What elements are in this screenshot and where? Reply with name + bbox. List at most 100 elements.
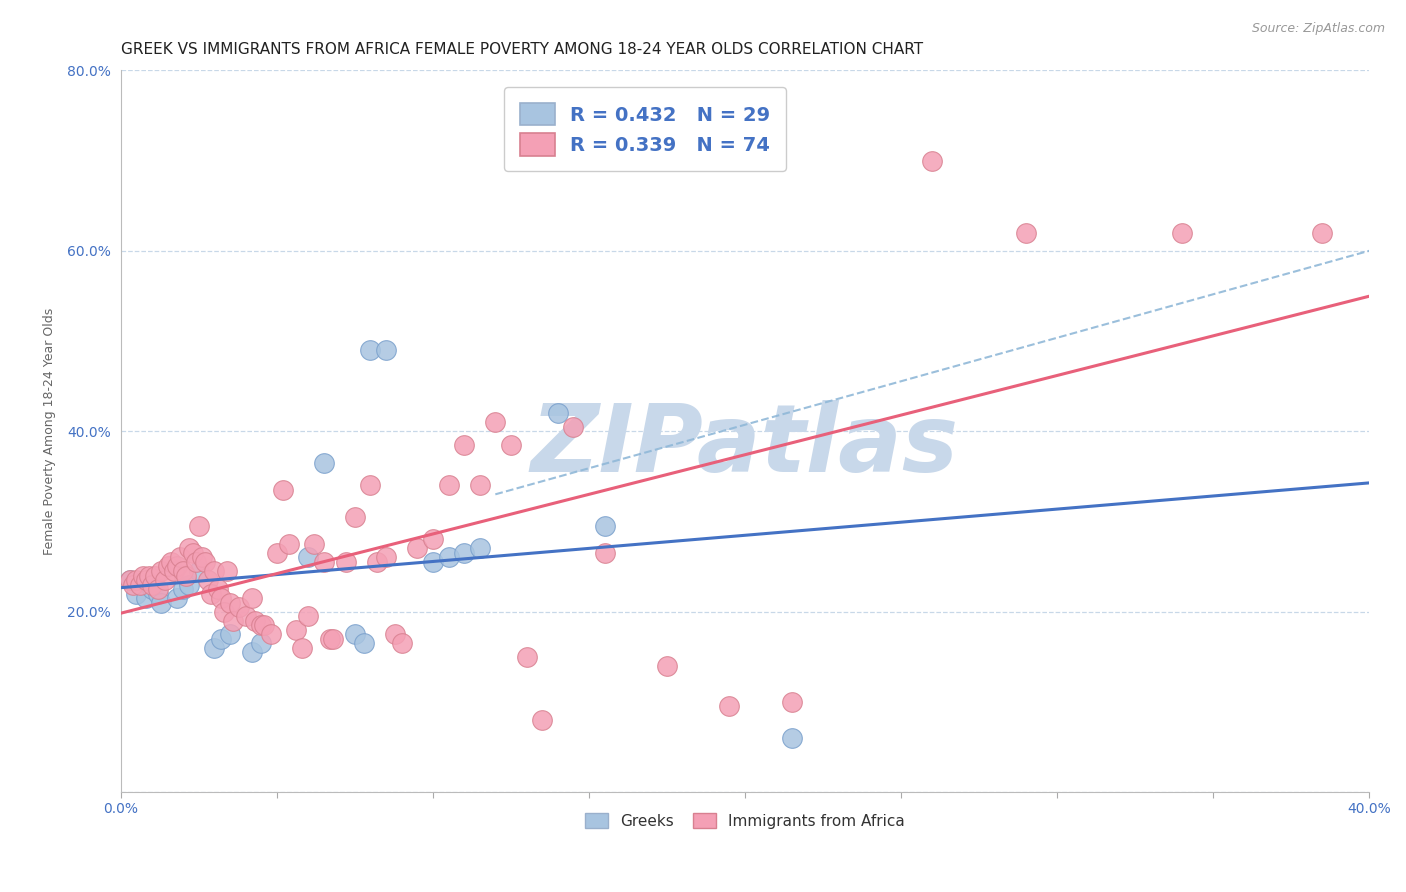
Point — [141, 577, 163, 591]
Point — [166, 559, 188, 574]
Point — [240, 645, 263, 659]
Point — [135, 573, 157, 587]
Point — [284, 623, 307, 637]
Point — [125, 573, 148, 587]
Point — [120, 573, 142, 587]
Point — [253, 618, 276, 632]
Point — [319, 632, 342, 646]
Y-axis label: Female Poverty Among 18-24 Year Olds: Female Poverty Among 18-24 Year Olds — [44, 308, 56, 555]
Point — [131, 568, 153, 582]
Point — [191, 550, 214, 565]
Point — [1171, 226, 1194, 240]
Point — [148, 582, 170, 596]
Point — [562, 419, 585, 434]
Point — [531, 713, 554, 727]
Text: ZIPatlas: ZIPatlas — [531, 400, 959, 491]
Point — [468, 541, 491, 556]
Point — [166, 591, 188, 605]
Point — [384, 627, 406, 641]
Point — [228, 600, 250, 615]
Point — [222, 614, 245, 628]
Point — [207, 582, 229, 596]
Text: GREEK VS IMMIGRANTS FROM AFRICA FEMALE POVERTY AMONG 18-24 YEAR OLDS CORRELATION: GREEK VS IMMIGRANTS FROM AFRICA FEMALE P… — [121, 42, 922, 57]
Point — [212, 605, 235, 619]
Point — [655, 658, 678, 673]
Point — [375, 343, 398, 357]
Point — [304, 537, 326, 551]
Point — [499, 438, 522, 452]
Point — [235, 609, 257, 624]
Point — [593, 519, 616, 533]
Point — [148, 586, 170, 600]
Point — [312, 456, 335, 470]
Point — [422, 555, 444, 569]
Point — [353, 636, 375, 650]
Point — [453, 546, 475, 560]
Point — [219, 596, 242, 610]
Point — [322, 632, 344, 646]
Point — [343, 627, 366, 641]
Point — [515, 649, 537, 664]
Point — [143, 568, 166, 582]
Point — [453, 438, 475, 452]
Point — [184, 555, 207, 569]
Point — [375, 550, 398, 565]
Point — [366, 555, 388, 569]
Point — [1015, 226, 1038, 240]
Point — [335, 555, 357, 569]
Point — [153, 573, 176, 587]
Point — [780, 731, 803, 745]
Point — [219, 627, 242, 641]
Point — [172, 582, 194, 596]
Point — [1310, 226, 1333, 240]
Point — [422, 533, 444, 547]
Point — [343, 509, 366, 524]
Point — [297, 609, 319, 624]
Point — [135, 591, 157, 605]
Point — [437, 550, 460, 565]
Point — [209, 591, 232, 605]
Point — [391, 636, 413, 650]
Point — [209, 632, 232, 646]
Point — [437, 478, 460, 492]
Point — [176, 568, 198, 582]
Legend: Greeks, Immigrants from Africa: Greeks, Immigrants from Africa — [579, 806, 911, 835]
Point — [406, 541, 429, 556]
Point — [179, 577, 201, 591]
Point — [360, 478, 382, 492]
Point — [921, 153, 943, 168]
Point — [197, 573, 219, 587]
Point — [125, 586, 148, 600]
Point — [150, 564, 173, 578]
Point — [266, 546, 288, 560]
Point — [163, 564, 186, 578]
Point — [181, 546, 204, 560]
Point — [156, 559, 179, 574]
Point — [172, 564, 194, 578]
Point — [250, 618, 273, 632]
Point — [780, 695, 803, 709]
Point — [187, 564, 209, 578]
Point — [141, 582, 163, 596]
Point — [187, 519, 209, 533]
Point — [120, 573, 142, 587]
Point — [215, 564, 238, 578]
Point — [204, 640, 226, 655]
Point — [128, 577, 150, 591]
Point — [159, 555, 181, 569]
Point — [271, 483, 294, 497]
Point — [169, 550, 191, 565]
Point — [200, 586, 222, 600]
Point — [250, 636, 273, 650]
Point — [297, 550, 319, 565]
Point — [138, 568, 160, 582]
Point — [547, 406, 569, 420]
Point — [204, 564, 226, 578]
Point — [593, 546, 616, 560]
Text: Source: ZipAtlas.com: Source: ZipAtlas.com — [1251, 22, 1385, 36]
Point — [278, 537, 301, 551]
Point — [468, 478, 491, 492]
Point — [150, 596, 173, 610]
Point — [243, 614, 266, 628]
Point — [240, 591, 263, 605]
